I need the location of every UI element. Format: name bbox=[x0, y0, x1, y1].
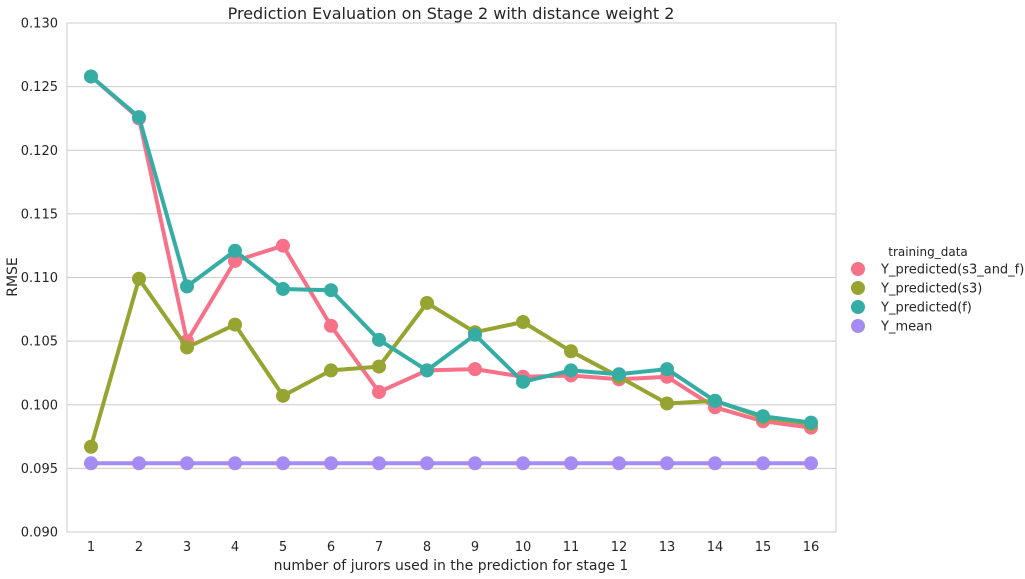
x-tick-label: 9 bbox=[471, 540, 479, 555]
legend-marker bbox=[851, 281, 865, 295]
data-point bbox=[180, 340, 194, 355]
y-tick-label: 0.120 bbox=[21, 144, 58, 159]
data-point bbox=[612, 367, 626, 382]
data-point bbox=[516, 315, 530, 330]
x-tick-label: 5 bbox=[279, 540, 287, 555]
data-point bbox=[324, 456, 338, 471]
x-tick-label: 6 bbox=[327, 540, 335, 555]
y-tick-label: 0.095 bbox=[21, 462, 58, 477]
series-1 bbox=[84, 271, 818, 454]
data-point bbox=[372, 332, 386, 347]
x-tick-labels: 1 2 3 4 5 6 7 8 9 10 11 12 13 14 15 16 bbox=[87, 540, 819, 555]
data-point bbox=[468, 327, 482, 342]
data-point bbox=[228, 456, 242, 471]
x-tick-label: 12 bbox=[611, 540, 628, 555]
series-0 bbox=[84, 69, 818, 435]
data-point bbox=[324, 318, 338, 333]
data-point bbox=[228, 317, 242, 332]
data-point bbox=[324, 283, 338, 298]
y-tick-label: 0.125 bbox=[21, 80, 58, 95]
data-point bbox=[660, 456, 674, 471]
data-point bbox=[420, 295, 434, 310]
legend-title: training_data bbox=[888, 245, 968, 259]
data-point bbox=[612, 456, 626, 471]
data-point bbox=[276, 456, 290, 471]
legend-label: Y_predicted(s3_and_f) bbox=[880, 263, 1024, 278]
data-point bbox=[84, 69, 98, 84]
plot-area-frame bbox=[66, 22, 837, 533]
x-tick-label: 4 bbox=[231, 540, 239, 555]
y-tick-label: 0.105 bbox=[21, 335, 58, 350]
data-point bbox=[324, 363, 338, 378]
grid-lines bbox=[67, 22, 836, 533]
data-point bbox=[756, 409, 770, 424]
x-tick-label: 16 bbox=[803, 540, 820, 555]
x-axis-title: number of jurors used in the prediction … bbox=[274, 558, 629, 574]
series-line bbox=[89, 74, 813, 425]
data-point bbox=[708, 393, 722, 408]
data-point bbox=[564, 344, 578, 359]
legend-marker bbox=[851, 319, 865, 333]
data-point bbox=[516, 374, 530, 389]
data-point bbox=[804, 456, 818, 471]
data-point bbox=[516, 456, 530, 471]
data-point bbox=[804, 415, 818, 430]
data-point bbox=[660, 396, 674, 411]
x-tick-label: 10 bbox=[515, 540, 532, 555]
y-tick-label: 0.090 bbox=[21, 526, 58, 541]
y-tick-labels: 0.090 0.095 0.100 0.105 0.110 0.115 0.120 0.125… bbox=[21, 17, 58, 541]
chart-title: Prediction Evaluation on Stage 2 with di… bbox=[228, 4, 675, 23]
legend-label: Y_predicted(f) bbox=[880, 301, 972, 316]
y-tick-label: 0.110 bbox=[21, 271, 58, 286]
x-tick-label: 7 bbox=[375, 540, 383, 555]
series-line bbox=[89, 74, 813, 430]
data-point bbox=[468, 456, 482, 471]
data-point bbox=[276, 238, 290, 253]
x-tick-label: 2 bbox=[135, 540, 143, 555]
data-point bbox=[228, 243, 242, 258]
y-axis-title: RMSE bbox=[5, 257, 21, 297]
x-tick-label: 14 bbox=[707, 540, 724, 555]
y-tick-label: 0.130 bbox=[21, 17, 58, 32]
data-point bbox=[276, 388, 290, 403]
data-point bbox=[372, 456, 386, 471]
data-point bbox=[420, 456, 434, 471]
data-point bbox=[660, 362, 674, 377]
series-layer bbox=[84, 69, 818, 471]
data-point bbox=[372, 359, 386, 374]
y-tick-label: 0.115 bbox=[21, 207, 58, 222]
legend-marker bbox=[851, 300, 865, 314]
data-point bbox=[84, 456, 98, 471]
data-point bbox=[180, 456, 194, 471]
x-tick-label: 1 bbox=[87, 540, 95, 555]
data-point bbox=[372, 385, 386, 400]
x-tick-label: 15 bbox=[755, 540, 772, 555]
legend-label: Y_mean bbox=[880, 320, 932, 335]
x-tick-label: 3 bbox=[183, 540, 191, 555]
data-point bbox=[708, 456, 722, 471]
data-point bbox=[468, 362, 482, 377]
data-point bbox=[564, 363, 578, 378]
series-line bbox=[89, 276, 813, 449]
data-point bbox=[756, 456, 770, 471]
data-point bbox=[132, 110, 146, 125]
data-point bbox=[228, 253, 242, 268]
y-tick-label: 0.100 bbox=[21, 398, 58, 413]
legend: training_data Y_predicted(s3_and_f) Y_pre… bbox=[851, 245, 1024, 335]
data-point bbox=[132, 271, 146, 286]
data-point bbox=[420, 363, 434, 378]
series-3 bbox=[84, 456, 818, 471]
x-tick-label: 13 bbox=[659, 540, 676, 555]
legend-label: Y_predicted(s3) bbox=[880, 282, 982, 297]
data-point bbox=[132, 456, 146, 471]
series-2 bbox=[84, 69, 818, 430]
data-point bbox=[84, 439, 98, 454]
legend-marker bbox=[851, 262, 865, 276]
data-point bbox=[564, 456, 578, 471]
data-point bbox=[276, 281, 290, 296]
data-point bbox=[180, 279, 194, 294]
x-tick-label: 8 bbox=[423, 540, 431, 555]
x-tick-label: 11 bbox=[563, 540, 580, 555]
